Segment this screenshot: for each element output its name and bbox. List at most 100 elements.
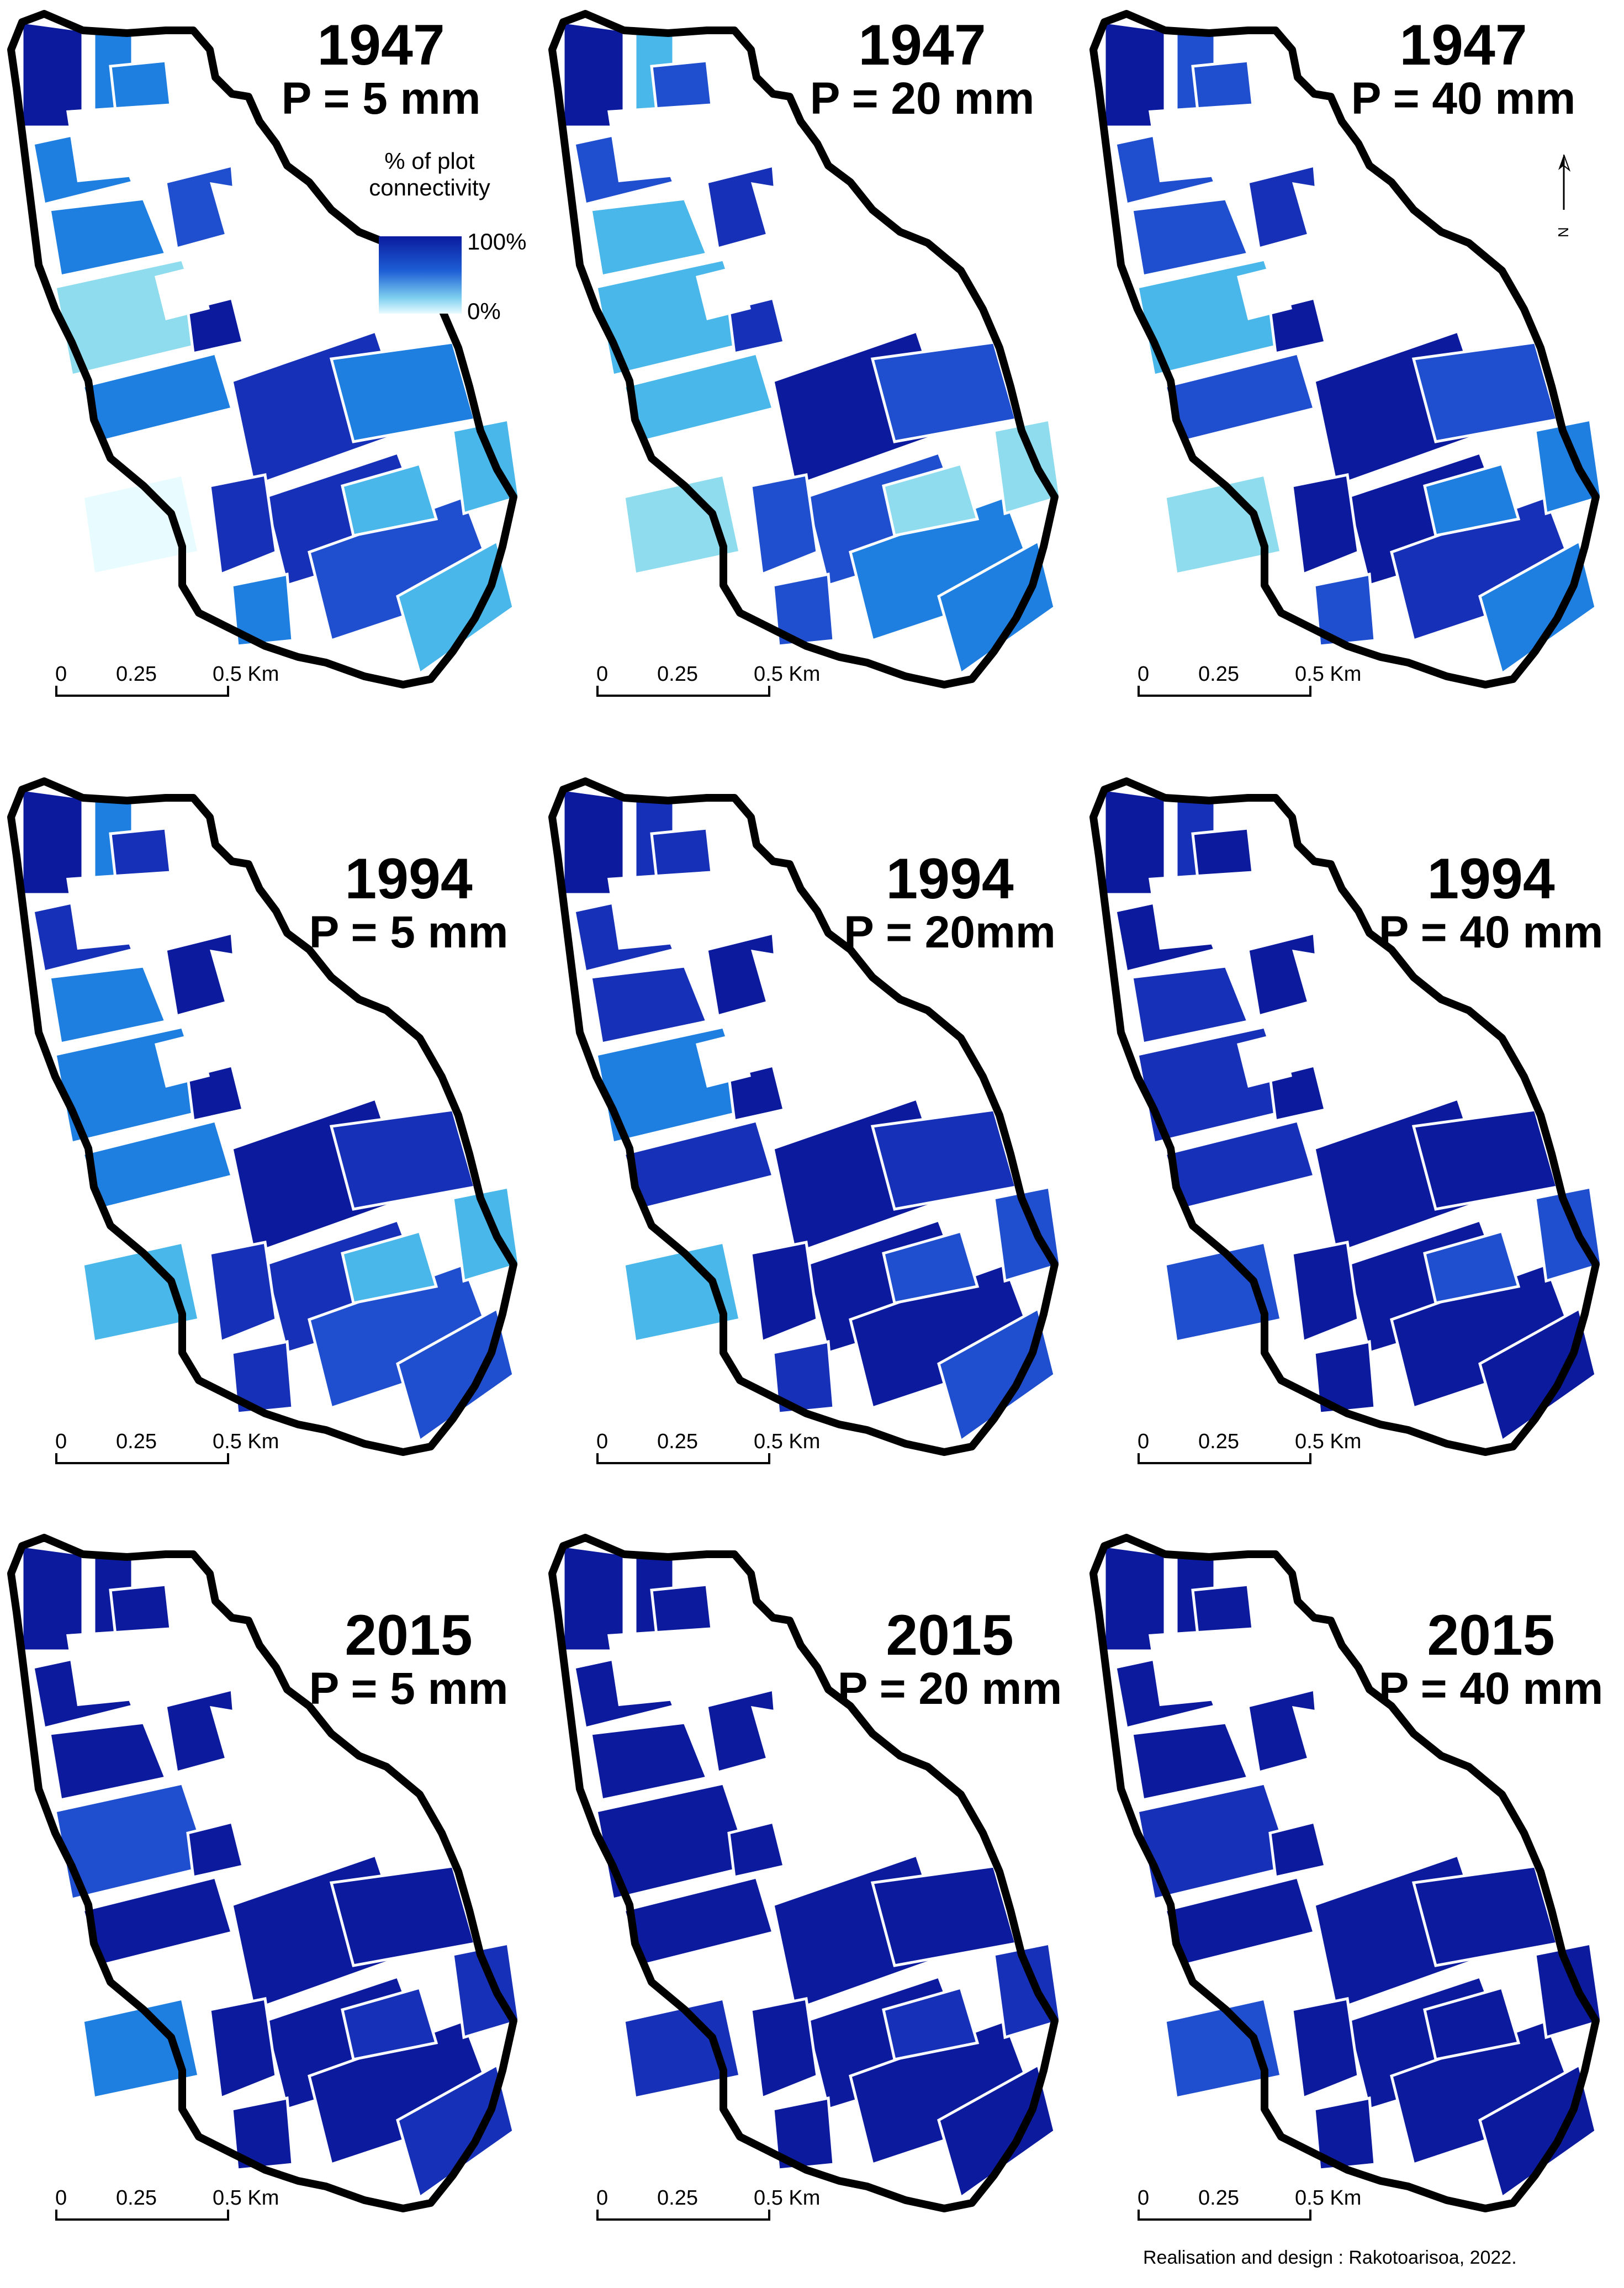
scale-bar-tick — [596, 2210, 599, 2221]
plot-polygon — [396, 2063, 515, 2200]
plot-polygon — [1423, 1229, 1521, 1305]
non-connected-area — [696, 1032, 751, 1088]
plot-polygon — [1268, 296, 1327, 356]
scale-bar-label: 0.5 Km — [1295, 2186, 1362, 2210]
scale-bar-tick — [1138, 1453, 1140, 1464]
plot-polygon — [341, 1229, 438, 1305]
panel-year: 2015 — [1427, 1603, 1555, 1667]
panel-year: 1947 — [317, 13, 445, 77]
plot-polygon — [341, 1985, 438, 2061]
scale-bar-label: 0 — [1138, 2186, 1150, 2210]
scale-bar-tick — [596, 686, 599, 697]
legend-min-label: 0% — [467, 298, 501, 324]
plot-polygon — [230, 1339, 294, 1415]
map-svg — [7, 1534, 521, 2212]
non-connected-area — [1292, 1706, 1414, 1789]
plot-polygon — [1163, 473, 1283, 576]
scale-bar-label: 0 — [596, 663, 609, 686]
scale-bar-tick — [768, 1453, 770, 1464]
map-svg — [548, 10, 1062, 688]
plot-polygon — [1268, 1063, 1327, 1123]
non-connected-area — [210, 1706, 331, 1789]
non-connected-area — [155, 1032, 210, 1088]
plot-polygon — [1130, 1721, 1250, 1802]
scale-bar-tick — [1309, 1453, 1311, 1464]
watershed-outline — [548, 10, 1059, 688]
north-arrow-label: N — [1555, 227, 1572, 237]
plot-polygon — [1478, 2063, 1597, 2200]
plot-polygon — [396, 539, 515, 676]
scale-bar-line — [55, 1462, 229, 1464]
plot-polygon — [749, 473, 819, 576]
scale-bar-label: 0 — [596, 1430, 609, 1453]
panel-precipitation: P = 5 mm — [281, 73, 481, 124]
scale-bar-label: 0.5 Km — [213, 663, 279, 686]
watershed-outline — [1089, 777, 1600, 1456]
plot-polygon — [1268, 1820, 1327, 1879]
scale-bar-line — [55, 2218, 229, 2221]
map-svg — [548, 1534, 1062, 2212]
panel-title: 1994 P = 5 mm — [287, 850, 530, 955]
panel-precipitation: P = 20 mm — [837, 1664, 1062, 1714]
plot-polygon — [1313, 1339, 1377, 1415]
panel-title: 1947 P = 40 mm — [1342, 17, 1585, 121]
plot-polygon — [937, 2063, 1056, 2200]
panel-year: 1947 — [858, 13, 986, 77]
plot-polygon — [1411, 1108, 1559, 1211]
watershed-outline — [1089, 1534, 1600, 2212]
map-panel-2015-40mm: 2015 P = 40 mm 0 0.25 0.5 Km — [1082, 1524, 1623, 2286]
panel-title: 2015 P = 40 mm — [1369, 1607, 1612, 1712]
plot-polygon — [48, 965, 168, 1045]
plot-polygon — [1313, 2096, 1377, 2172]
panel-year: 1994 — [345, 847, 473, 911]
panel-title: 1994 P = 20mm — [828, 850, 1071, 955]
plot-polygon — [749, 1997, 819, 2100]
plot-polygon — [1290, 473, 1360, 576]
plot-polygon — [451, 418, 521, 516]
panel-year: 2015 — [886, 1603, 1014, 1667]
plot-polygon — [589, 1721, 709, 1802]
scale-bar-label: 0.25 — [116, 2186, 157, 2210]
legend-title: % of plot connectivity — [369, 148, 490, 201]
panel-year: 1994 — [886, 847, 1014, 911]
plot-polygon — [882, 1985, 980, 2061]
plot-polygon — [1290, 1241, 1360, 1344]
panel-year: 1994 — [1427, 847, 1555, 911]
plot-polygon — [622, 1241, 742, 1343]
plot-polygon — [186, 296, 245, 356]
scale-bar-line — [596, 2218, 770, 2221]
scale-bar-label: 0 — [55, 663, 67, 686]
plot-polygon — [727, 1820, 786, 1879]
scale-bar-tick — [55, 2210, 57, 2221]
scale-bar-label: 0.5 Km — [213, 2186, 279, 2210]
non-connected-area — [155, 265, 210, 320]
plot-polygon — [208, 1241, 278, 1344]
non-connected-area — [66, 99, 243, 182]
non-connected-area — [1237, 1032, 1292, 1088]
map-svg — [7, 777, 521, 1456]
scale-bar: 0 0.25 0.5 Km — [55, 1430, 279, 1480]
non-connected-area — [607, 99, 784, 182]
plot-polygon — [1313, 572, 1377, 648]
non-connected-area — [751, 1706, 872, 1789]
plot-polygon — [186, 1820, 245, 1879]
scale-bar: 0 0.25 0.5 Km — [1138, 663, 1361, 712]
plot-polygon — [451, 1942, 521, 2040]
plot-polygon — [589, 965, 709, 1045]
panel-precipitation: P = 5 mm — [309, 1664, 509, 1714]
plot-polygon — [727, 1063, 786, 1123]
scale-bar: 0 0.25 0.5 Km — [1138, 2186, 1361, 2236]
legend-max-label: 100% — [467, 229, 527, 255]
panel-precipitation: P = 40 mm — [1351, 73, 1576, 124]
non-connected-area — [1237, 265, 1292, 320]
plot-polygon — [329, 1865, 477, 1967]
map-svg — [1089, 1534, 1603, 2212]
scale-bar-label: 0 — [55, 2186, 67, 2210]
non-connected-area — [751, 950, 872, 1032]
scale-bar: 0 0.25 0.5 Km — [55, 2186, 279, 2236]
plot-polygon — [771, 2096, 835, 2172]
plot-polygon — [81, 1997, 200, 2100]
non-connected-area — [751, 182, 872, 265]
plot-polygon — [1130, 197, 1250, 278]
map-svg — [1089, 777, 1603, 1456]
